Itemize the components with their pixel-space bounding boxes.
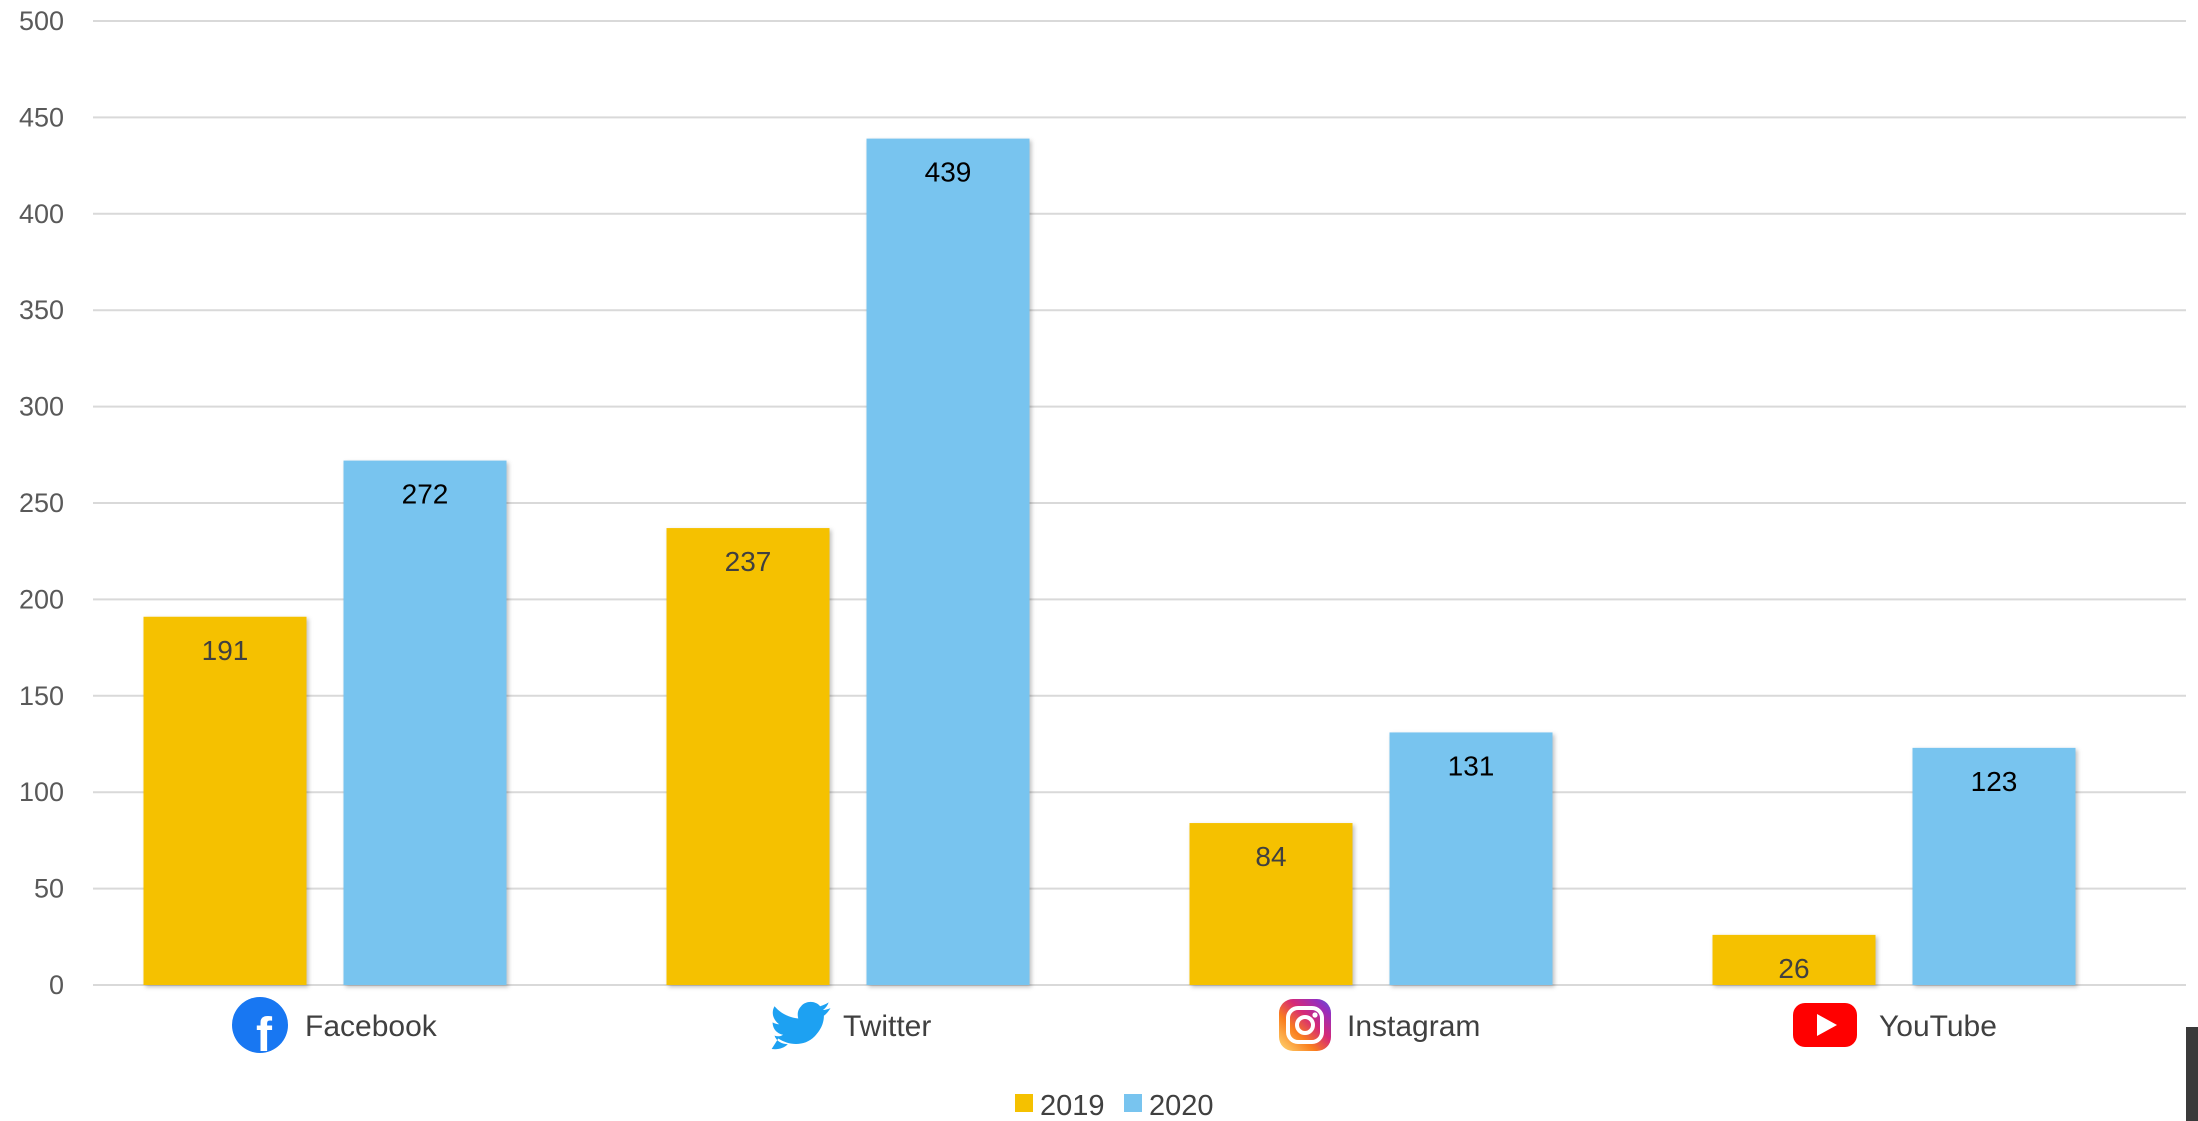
legend[interactable]: 2019 2020	[1015, 1090, 1214, 1121]
y-axis-ticks: 0 50 100 150 200 250 300 350 400 450 500	[19, 6, 64, 1000]
y-tick-label: 0	[49, 970, 64, 1000]
bar-2020-youtube[interactable]	[1912, 747, 2076, 985]
legend-label: 2019	[1040, 1090, 1105, 1121]
y-tick-label: 100	[19, 777, 64, 807]
bars	[143, 138, 2076, 986]
y-tick-label: 200	[19, 584, 64, 614]
x-category-label: Instagram	[1347, 1010, 1480, 1043]
x-axis-categories: f Facebook Twitter Instagram YouTube	[232, 997, 1997, 1062]
data-label: 131	[1448, 750, 1495, 781]
y-tick-label: 400	[19, 199, 64, 229]
svg-text:f: f	[256, 1009, 273, 1062]
instagram-icon	[1279, 999, 1331, 1051]
data-label: 123	[1971, 766, 2018, 797]
data-label: 237	[725, 546, 772, 577]
legend-swatch	[1124, 1094, 1142, 1112]
bar-2019-instagram[interactable]	[1189, 823, 1353, 985]
youtube-icon	[1793, 1003, 1857, 1047]
legend-item-2020[interactable]: 2020	[1124, 1090, 1214, 1121]
x-category-label: Facebook	[305, 1010, 438, 1043]
bar-2019-twitter[interactable]	[666, 528, 830, 985]
bar-2020-instagram[interactable]	[1389, 732, 1553, 985]
y-tick-label: 50	[34, 874, 64, 904]
x-category-label: YouTube	[1879, 1010, 1997, 1043]
y-tick-label: 500	[19, 6, 64, 36]
data-label: 84	[1255, 841, 1286, 872]
data-labels: 191 237 84 26 272 439 131 123	[202, 157, 2018, 984]
y-tick-label: 150	[19, 681, 64, 711]
y-tick-label: 450	[19, 102, 64, 132]
data-label: 26	[1778, 953, 1809, 984]
bar-2020-twitter[interactable]	[866, 138, 1030, 985]
facebook-icon: f	[232, 997, 288, 1062]
legend-label: 2020	[1149, 1090, 1214, 1121]
legend-swatch	[1015, 1094, 1033, 1112]
x-category-label: Twitter	[843, 1010, 931, 1043]
scrollbar-handle[interactable]	[2186, 1027, 2198, 1121]
twitter-icon	[771, 1001, 831, 1050]
bar-2019-youtube[interactable]	[1712, 934, 1876, 985]
data-label: 272	[402, 479, 449, 510]
data-label: 191	[202, 635, 249, 666]
bar-2020-facebook[interactable]	[343, 460, 507, 986]
data-label: 439	[925, 157, 972, 188]
bar-2019-facebook[interactable]	[143, 616, 307, 985]
y-tick-label: 300	[19, 392, 64, 422]
y-tick-label: 250	[19, 488, 64, 518]
legend-item-2019[interactable]: 2019	[1015, 1090, 1105, 1121]
y-tick-label: 350	[19, 295, 64, 325]
